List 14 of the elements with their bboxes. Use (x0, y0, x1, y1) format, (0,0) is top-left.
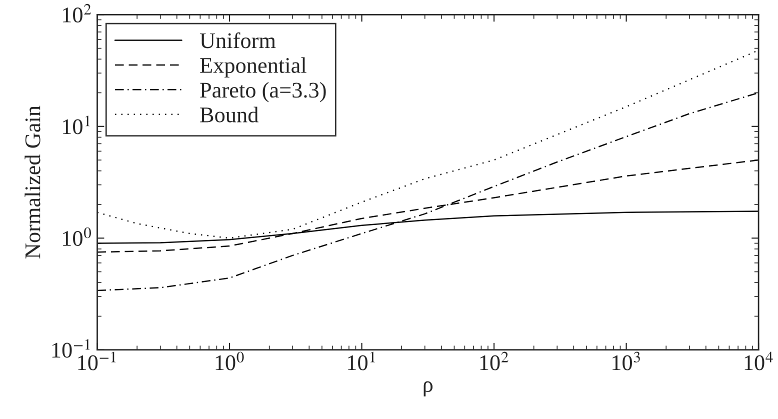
y-tick-label: 10$^{2}$ (63, 4, 91, 23)
x-tick-label: 10$^{3}$ (612, 352, 640, 370)
y-tick-label: 10$^{0}$ (63, 227, 92, 246)
x-tick-label: 10$^{2}$ (480, 352, 508, 370)
y-tick-label: 10$^{1}$ (63, 116, 90, 134)
y-axis-title: Normalized Gain (24, 106, 40, 258)
legend-label: Exponential (200, 57, 306, 78)
legend-label: Bound (200, 106, 258, 122)
x-tick-label: 10$^{1}$ (348, 352, 375, 370)
legend-label: Pareto (a=3.3) (200, 82, 326, 102)
legend-label: Uniform (200, 32, 276, 48)
x-axis-title: ρ (424, 381, 433, 396)
x-tick-label: 10$^{0}$ (216, 352, 244, 370)
x-tick-label: 10$^{4}$ (744, 352, 773, 370)
